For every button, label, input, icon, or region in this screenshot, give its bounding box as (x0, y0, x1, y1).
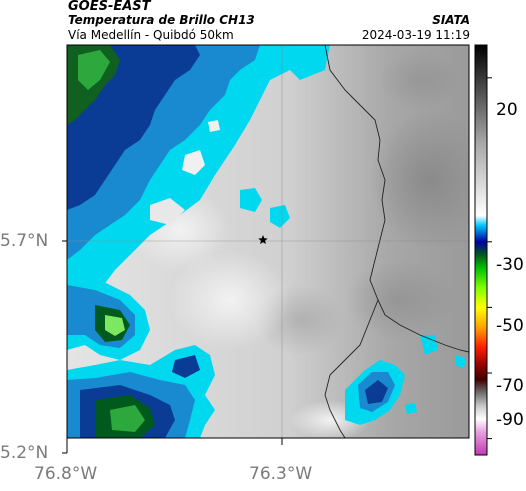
product-subtitle: Temperatura de Brillo CH13 (68, 13, 255, 27)
lon-tick-label: 76.3°W (249, 464, 313, 484)
colorbar-tick-label: -30 (496, 255, 524, 275)
route-label: Vía Medellín - Quibdó 50km (68, 28, 234, 42)
lat-tick-label: 5.7°N (0, 231, 49, 251)
colorbar-ticks (487, 77, 492, 440)
colorbar (475, 45, 487, 455)
lat-tick-label: 5.2°N (0, 443, 49, 463)
colorbar-tick-label: -50 (496, 316, 524, 336)
location-star-icon (258, 235, 268, 245)
colorbar-tick-label: 20 (496, 100, 518, 120)
datetime-label: 2024-03-19 11:19 (361, 28, 470, 42)
colorbar-tick-label: -70 (496, 376, 524, 396)
organization-label: SIATA (432, 13, 470, 27)
lon-tick-label: 76.8°W (34, 464, 98, 484)
brightness-temperature-map (67, 45, 469, 438)
satellite-title: GOES-EAST (68, 0, 151, 14)
star-marker (258, 235, 268, 245)
colorbar-tick-label: -90 (496, 410, 524, 430)
